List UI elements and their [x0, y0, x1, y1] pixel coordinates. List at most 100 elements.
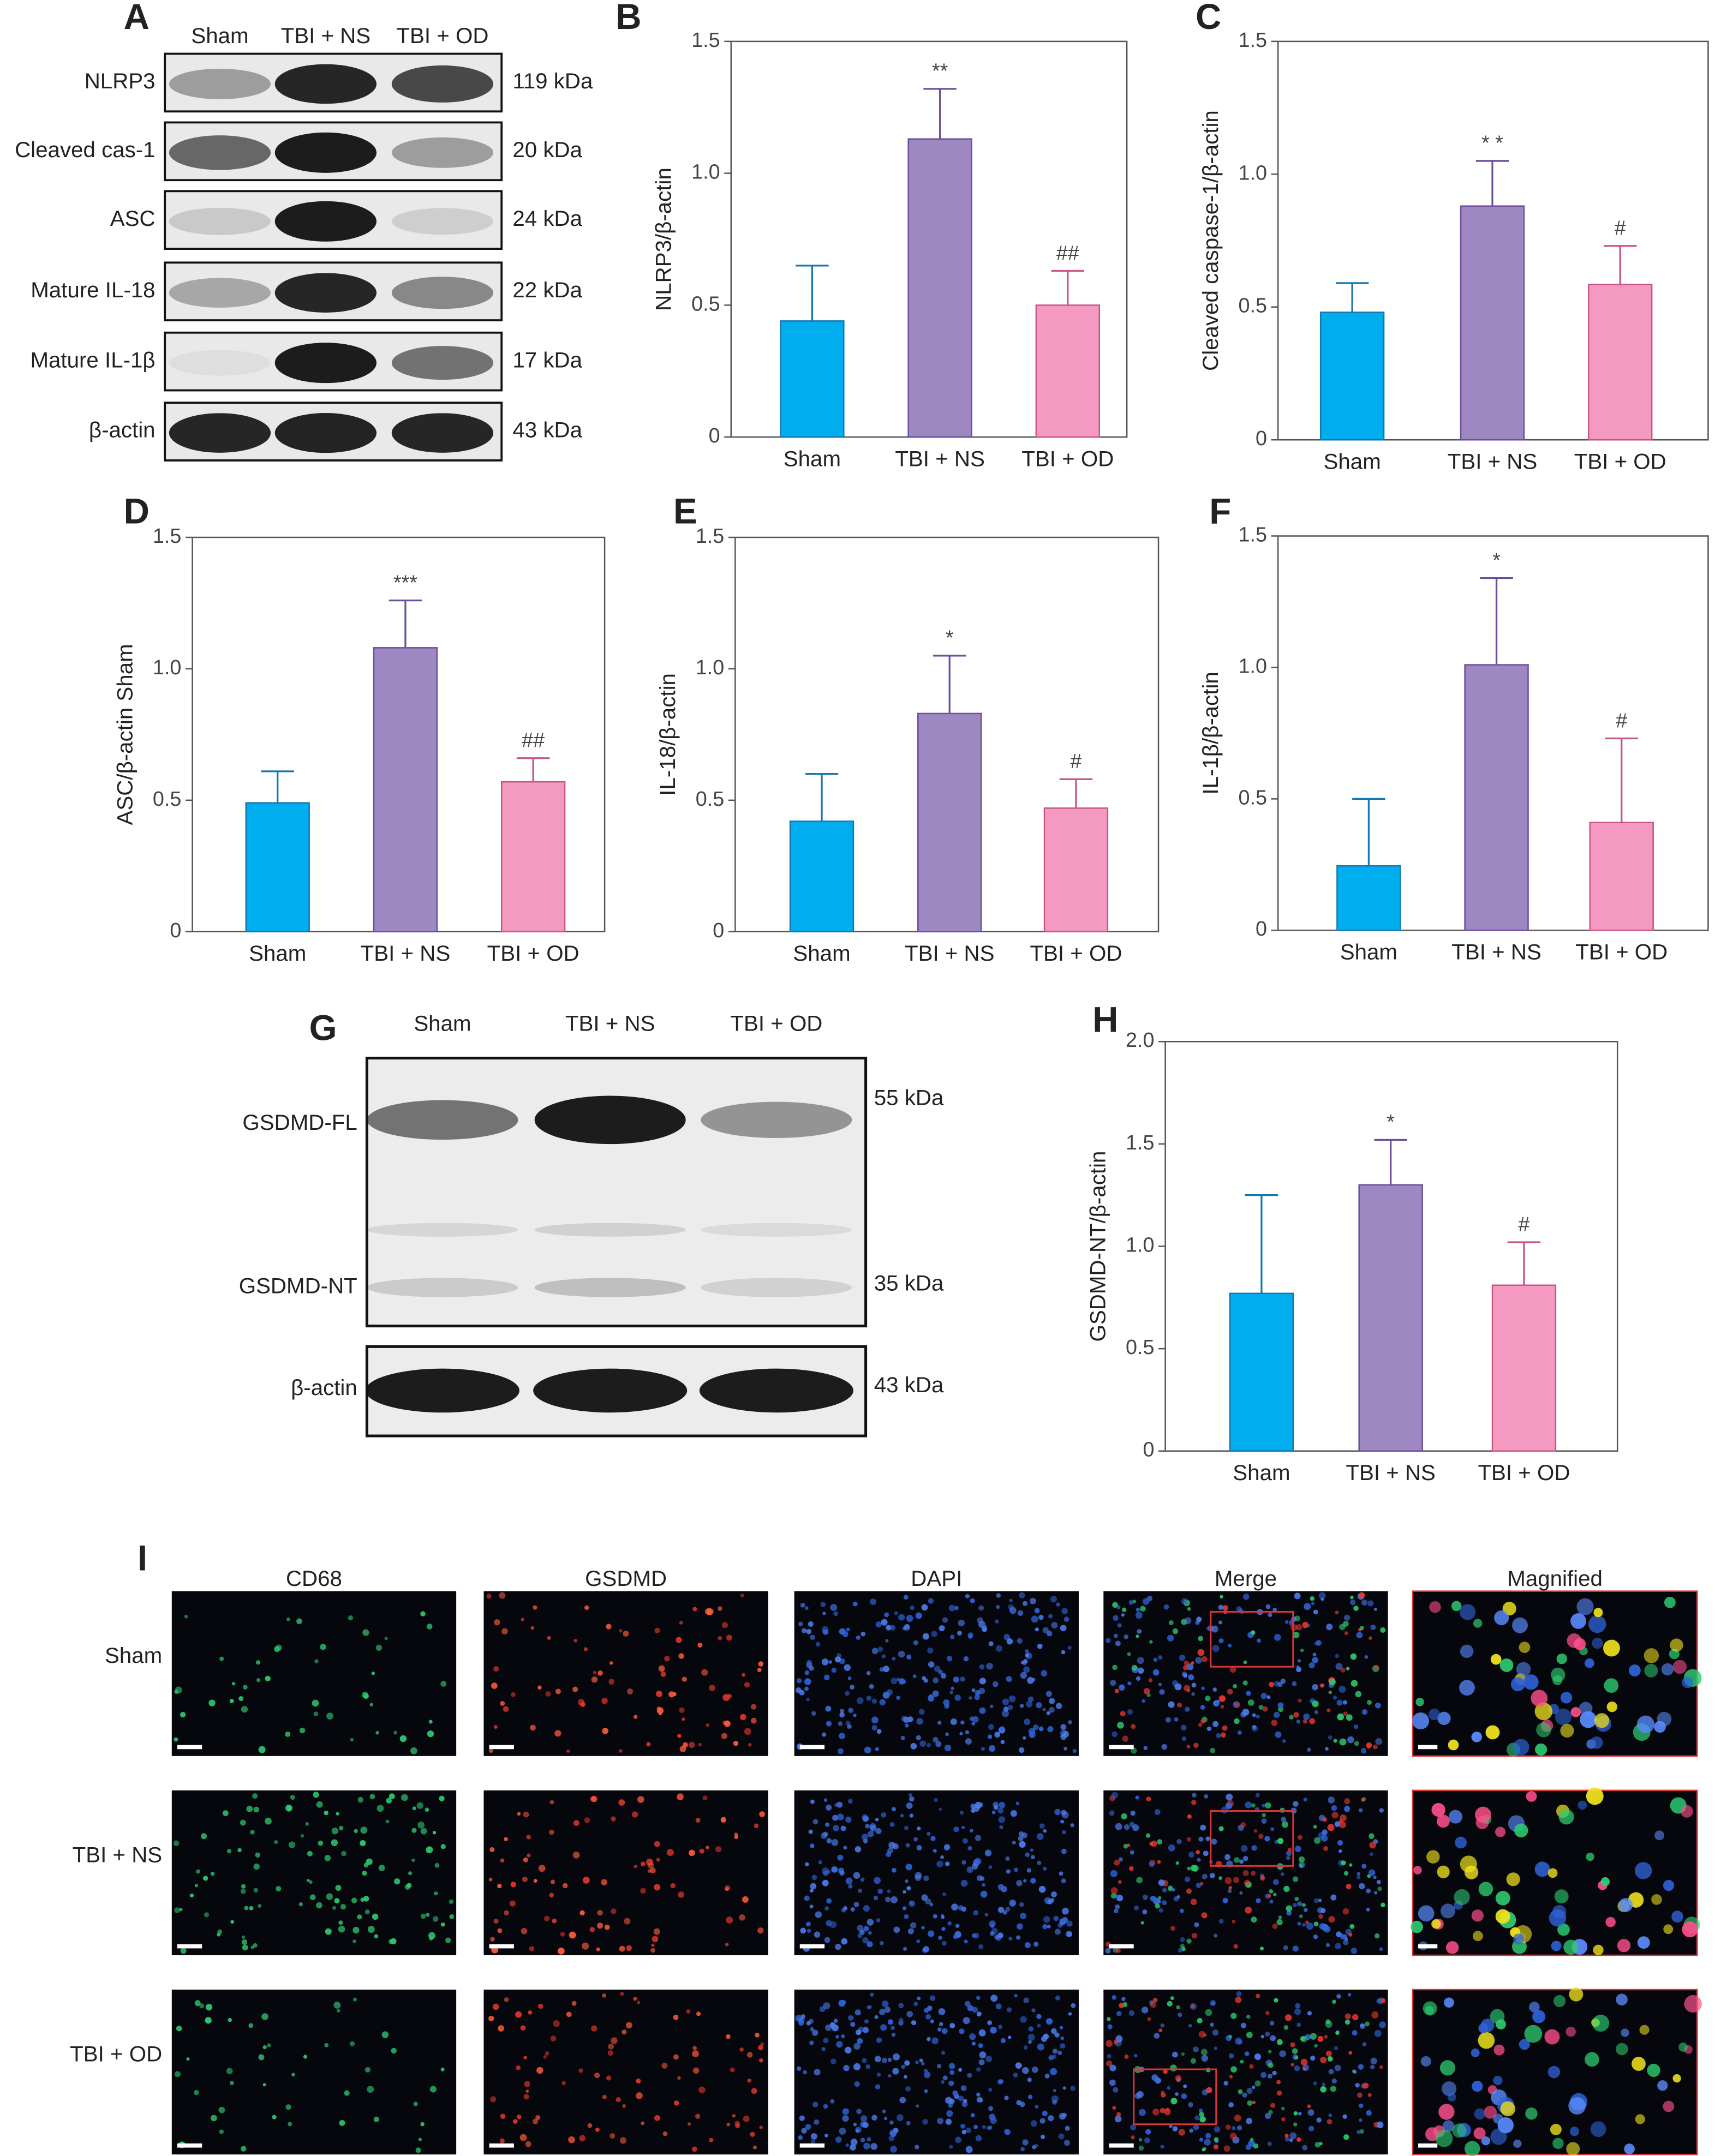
cell	[1047, 1631, 1053, 1637]
cell	[1060, 2036, 1065, 2040]
cell	[1420, 2056, 1431, 2067]
cell	[961, 1860, 966, 1865]
cell	[833, 1825, 839, 1831]
cell	[903, 1716, 910, 1723]
cell	[1177, 1702, 1182, 1708]
bar	[245, 802, 310, 933]
cell	[1170, 1996, 1174, 2001]
cell	[889, 2120, 894, 2125]
cell	[504, 1910, 509, 1916]
cell	[1054, 1929, 1061, 1935]
cell	[903, 1890, 906, 1894]
cell	[1167, 2086, 1171, 2090]
cell	[1236, 2125, 1242, 2131]
cell	[1290, 1624, 1298, 1631]
cell	[300, 1834, 304, 1838]
cell	[847, 1676, 852, 1680]
cell	[1161, 1744, 1168, 1750]
cell	[1035, 2105, 1039, 2109]
cell	[1512, 1617, 1528, 1633]
cell	[1471, 2048, 1480, 2057]
panel-letter: C	[1196, 0, 1221, 37]
cell	[528, 2010, 533, 2015]
cell	[1234, 1857, 1240, 1863]
significance-label: #	[1070, 750, 1081, 773]
cell	[1254, 2080, 1261, 2087]
cell	[194, 2000, 201, 2007]
cell	[1221, 1806, 1228, 1814]
cell	[1593, 1608, 1603, 1618]
cell	[1359, 1592, 1365, 1598]
blot-band	[169, 68, 271, 99]
cell	[960, 2085, 967, 2091]
cell	[572, 1851, 580, 1859]
cell	[882, 2000, 889, 2008]
cell	[296, 1618, 302, 1625]
cell	[856, 2109, 862, 2115]
bar	[1589, 822, 1654, 931]
cell	[1442, 2081, 1457, 2097]
cell	[646, 1742, 651, 1747]
cell	[1451, 1601, 1462, 1612]
cell	[1490, 1654, 1502, 1665]
cell	[921, 1926, 925, 1930]
cell	[809, 1666, 814, 1671]
cell	[873, 1895, 879, 1901]
cell	[901, 2064, 906, 2069]
cell	[255, 1660, 261, 1665]
significance-label: *	[1492, 549, 1501, 572]
cell	[1280, 1872, 1284, 1876]
cell	[1273, 1893, 1277, 1897]
cell	[857, 1925, 864, 1932]
cell	[1298, 2112, 1302, 2116]
cell	[875, 2084, 881, 2089]
cell	[498, 2025, 504, 2032]
cell	[951, 1903, 958, 1911]
cell	[1317, 2035, 1324, 2042]
cell	[1298, 1698, 1302, 1703]
cell	[493, 1918, 499, 1924]
cell	[1062, 2112, 1067, 2118]
cell	[1010, 1902, 1015, 1907]
cell	[1179, 1655, 1186, 1661]
cell	[1455, 1836, 1467, 1849]
cell	[1200, 2049, 1208, 2056]
cell	[1289, 2138, 1293, 2142]
cell	[975, 2135, 982, 2142]
cell	[594, 2072, 600, 2079]
cell	[494, 1619, 500, 1626]
cell	[1320, 1835, 1328, 1842]
cell	[1370, 2057, 1378, 2065]
cell	[1258, 1834, 1264, 1839]
cell	[426, 1913, 430, 1917]
cell	[978, 1605, 984, 1611]
cell	[597, 1910, 603, 1916]
cell	[602, 1993, 607, 1998]
cell	[976, 2011, 982, 2017]
cell	[1142, 2007, 1149, 2014]
cell	[759, 2125, 763, 2129]
cell	[611, 2037, 618, 2044]
cell	[1159, 1689, 1165, 1695]
cell	[1020, 1913, 1026, 1919]
scale-bar	[177, 1944, 202, 1949]
cell	[1105, 1948, 1111, 1954]
cell	[1133, 1905, 1139, 1911]
cell	[1143, 1746, 1148, 1751]
cell	[1147, 2017, 1151, 2021]
cell	[968, 1634, 973, 1639]
cell	[940, 1855, 944, 1859]
cell	[291, 2073, 295, 2077]
cell	[333, 2001, 341, 2009]
cell	[808, 1621, 814, 1627]
micrograph	[1103, 1591, 1388, 1756]
cell	[313, 1711, 319, 1716]
cell	[1338, 1685, 1346, 1693]
y-tick-label: 1.0	[153, 656, 181, 679]
cell	[1296, 2022, 1301, 2027]
cell	[1191, 1932, 1198, 1939]
cell	[875, 1747, 879, 1751]
cell	[989, 1920, 996, 1927]
cell	[596, 1947, 600, 1951]
cell	[806, 1929, 811, 1933]
